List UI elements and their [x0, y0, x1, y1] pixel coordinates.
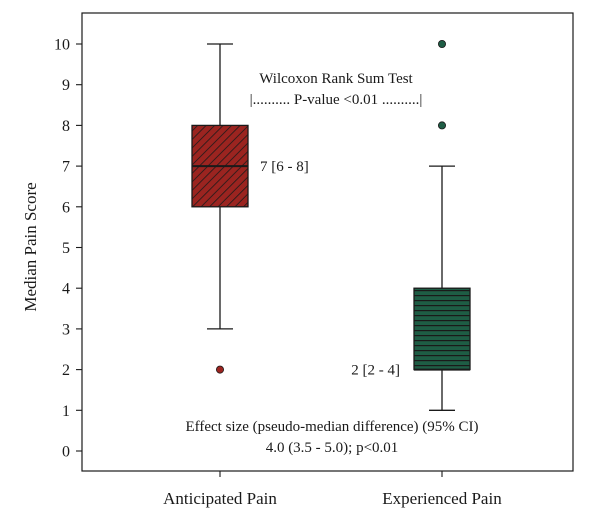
y-tick-label-1: 1	[62, 403, 70, 420]
y-tick-label-3: 3	[62, 321, 70, 338]
plot-frame-group	[81, 12, 574, 472]
x-tick-label-1: Experienced Pain	[382, 489, 502, 508]
outlier-0-0	[215, 365, 224, 374]
median-label-0: 7 [6 - 8]	[260, 159, 309, 175]
test-title: Wilcoxon Rank Sum Test	[259, 71, 413, 87]
x-axis: Anticipated Pain Experienced Pain	[163, 471, 502, 508]
boxes: 7 [6 - 8] 2 [2 - 4]	[191, 40, 471, 411]
y-tick-label-0: 0	[62, 444, 70, 461]
y-tick-label-10: 10	[54, 37, 70, 54]
box-0: 7 [6 - 8]	[191, 43, 309, 374]
effect-size-line-2: 4.0 (3.5 - 5.0); p<0.01	[266, 440, 399, 456]
y-tick-label-7: 7	[62, 159, 70, 176]
y-tick-label-9: 9	[62, 77, 70, 94]
y-axis: 0 1 2 3 4 5 6 7 8 9 10	[54, 37, 82, 461]
outlier-1-1	[437, 40, 446, 49]
y-tick-label-8: 8	[62, 118, 70, 135]
y-tick-label-4: 4	[62, 281, 70, 298]
outlier-1-0	[437, 121, 446, 130]
effect-size-line-1: Effect size (pseudo-median difference) (…	[185, 419, 478, 435]
y-tick-label-5: 5	[62, 240, 70, 257]
y-axis-title: Median Pain Score	[21, 182, 40, 311]
plot-frame	[81, 12, 574, 472]
test-pvalue: |.......... P-value <0.01 ..........|	[250, 92, 423, 108]
y-tick-label-6: 6	[62, 199, 70, 216]
x-tick-label-0: Anticipated Pain	[163, 489, 277, 508]
box-body-1	[413, 287, 471, 371]
box-1: 2 [2 - 4]	[351, 40, 471, 411]
y-tick-label-2: 2	[62, 362, 70, 379]
median-label-1: 2 [2 - 4]	[351, 363, 400, 379]
